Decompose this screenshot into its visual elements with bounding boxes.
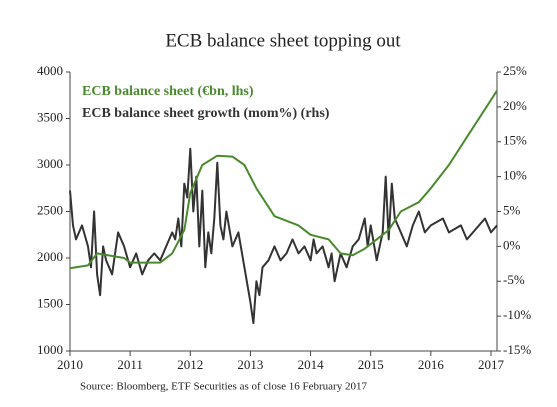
y2-tick-label: 20% — [503, 98, 527, 113]
x-tick-label: 2016 — [418, 357, 445, 372]
y2-tick-label: 15% — [503, 133, 527, 148]
series-line — [69, 90, 498, 270]
y-tick-label: 1000 — [37, 342, 63, 357]
source-note: Source: Bloomberg, ETF Securities as of … — [80, 381, 367, 393]
y2-tick-label: 10% — [503, 168, 527, 183]
y2-tick-label: -5% — [503, 272, 525, 287]
y2-tick-label: 0% — [503, 237, 521, 252]
x-tick-label: 2011 — [117, 357, 143, 372]
legend-entry: ECB balance sheet (€bn, lhs) — [82, 84, 254, 99]
x-tick-label: 2015 — [358, 357, 384, 372]
y2-tick-label: 5% — [503, 202, 521, 217]
series-line — [69, 147, 498, 325]
x-tick-label: 2012 — [177, 357, 203, 372]
y-tick-label: 2000 — [37, 249, 63, 264]
y2-tick-label: -15% — [503, 342, 531, 357]
x-tick-label: 2010 — [57, 357, 83, 372]
chart-title: ECB balance sheet topping out — [165, 30, 401, 51]
x-tick-label: 2014 — [298, 357, 325, 372]
y2-tick-label: 25% — [503, 63, 527, 78]
x-tick-label: 2013 — [237, 357, 263, 372]
y-tick-label: 3000 — [37, 156, 63, 171]
legend-entry: ECB balance sheet growth (mom%) (rhs) — [82, 106, 330, 121]
y-tick-label: 3500 — [37, 109, 63, 124]
y-tick-label: 1500 — [37, 295, 63, 310]
y-tick-label: 2500 — [37, 202, 63, 217]
y-tick-label: 4000 — [37, 63, 63, 78]
y2-tick-label: -10% — [503, 307, 531, 322]
x-tick-label: 2017 — [478, 357, 505, 372]
